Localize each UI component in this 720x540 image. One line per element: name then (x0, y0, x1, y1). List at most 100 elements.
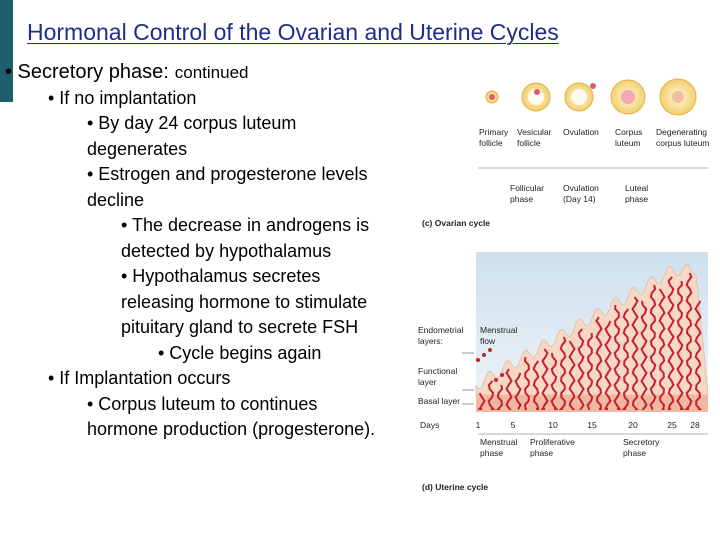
vessel (621, 308, 630, 410)
phase-label: phase (530, 448, 553, 458)
antrum (528, 89, 544, 105)
bullet-line: • Hypothalamus secretes (121, 264, 320, 290)
day-label: 5 (511, 420, 516, 430)
bullet-text: • Hypothalamus secretes (121, 266, 321, 286)
day-label: 20 (628, 420, 638, 430)
bullet-line: degenerates (87, 137, 187, 163)
flow-drop (476, 358, 480, 362)
phase-label: Menstrual (480, 437, 517, 447)
stage-label: follicle (517, 138, 541, 148)
days-label: Days (420, 420, 439, 430)
layer-label: layers: (418, 336, 443, 346)
bullet-text: • If Implantation occurs (48, 368, 231, 388)
bullet-text: • Estrogen and progesterone levels (87, 164, 368, 184)
bullet-text: • Cycle begins again (158, 342, 322, 363)
bullet-text: hormone production (progesterone). (87, 419, 376, 439)
luteum-core (672, 91, 684, 103)
bullet-text: pituitary gland to secrete FSH (121, 317, 359, 337)
bullet-text: decline (87, 189, 145, 210)
stage-label: follicle (479, 138, 503, 148)
vessel (540, 348, 549, 410)
vessel (684, 272, 693, 410)
bullet-line: • If no implantation (48, 86, 196, 112)
figure-caption: (d) Uterine cycle (422, 482, 488, 492)
oocyte (534, 89, 540, 95)
phase-label: Follicular (510, 183, 544, 193)
stage-label: Primary (479, 127, 509, 137)
stage-label: luteum (615, 138, 641, 148)
flow-drop (488, 348, 492, 352)
layer-label: layer (418, 377, 437, 387)
vessel (676, 280, 685, 410)
layer-label: Menstrual (480, 325, 517, 335)
vessel (505, 368, 513, 410)
vessel (514, 372, 522, 410)
bullet-line: • By day 24 corpus luteum (87, 111, 296, 137)
bullet-text: detected by hypothalamus (121, 240, 332, 261)
flow-drop (500, 373, 504, 377)
bullet-text: • By day 24 corpus luteum (87, 113, 297, 133)
phase-label: Luteal (625, 183, 648, 193)
vessel (604, 320, 612, 410)
vessel (577, 328, 585, 410)
bullet-line: • Cycle begins again (158, 341, 321, 367)
bullet-line: • Corpus luteum to continues (87, 392, 317, 418)
vessel (649, 284, 657, 410)
vessel (523, 356, 531, 410)
vessel (586, 332, 594, 410)
vessel (532, 360, 540, 410)
day-label: 1 (476, 420, 481, 430)
layer-label: flow (480, 336, 496, 346)
day-label: 28 (690, 420, 700, 430)
accent-bar (0, 0, 13, 102)
vessel (631, 296, 639, 410)
day-label: 10 (548, 420, 558, 430)
layer-label: Functional (418, 366, 457, 376)
vessel (640, 300, 648, 410)
bullet-line: • Secretory phase: continued (5, 60, 248, 86)
bullet-text: degenerates (87, 138, 188, 159)
vessel (658, 288, 666, 410)
flow-drop (494, 378, 498, 382)
antrum (571, 89, 587, 105)
phase-label: Secretory (623, 437, 660, 447)
figure-caption: (c) Ovarian cycle (422, 218, 490, 228)
vessel (487, 380, 496, 410)
bullet-text: • Corpus luteum to continues (87, 393, 318, 414)
phase-label: phase (623, 448, 646, 458)
oocyte (590, 83, 596, 89)
vessel (496, 384, 504, 410)
phase-label: phase (480, 448, 503, 458)
phase-label: phase (625, 194, 648, 204)
stage-label: Ovulation (563, 127, 599, 137)
bullet-note: continued (174, 63, 249, 82)
bullet-line: • The decrease in androgens is (121, 213, 369, 239)
bullet-text: • The decrease in androgens is (121, 215, 370, 235)
vessel (613, 304, 622, 410)
bullet-text: • Secretory phase: (5, 61, 169, 83)
vessel (558, 336, 567, 410)
layer-label: Basal layer (418, 396, 460, 406)
vessel (667, 276, 675, 410)
bullet-line: pituitary gland to secrete FSH (121, 315, 358, 341)
vessel (477, 392, 486, 410)
vessel (568, 340, 576, 410)
phase-label: Ovulation (563, 183, 599, 193)
stage-label: Degenerating (656, 127, 707, 137)
oocyte (489, 94, 495, 100)
phase-label: phase (510, 194, 533, 204)
bullet-line: hormone production (progesterone). (87, 417, 375, 443)
bullet-text: releasing hormone to stimulate (121, 291, 368, 312)
vessel (550, 352, 559, 410)
stage-label: Corpus (615, 127, 642, 137)
vessel (694, 300, 703, 410)
phase-label: (Day 14) (563, 194, 596, 204)
luteum-core (621, 90, 635, 104)
stage-label: corpus luteum (656, 138, 709, 148)
flow-drop (482, 353, 486, 357)
layer-label: Endometrial (418, 325, 463, 335)
bullet-line: • If Implantation occurs (48, 366, 230, 392)
slide-title: Hormonal Control of the Ovarian and Uter… (27, 19, 559, 45)
